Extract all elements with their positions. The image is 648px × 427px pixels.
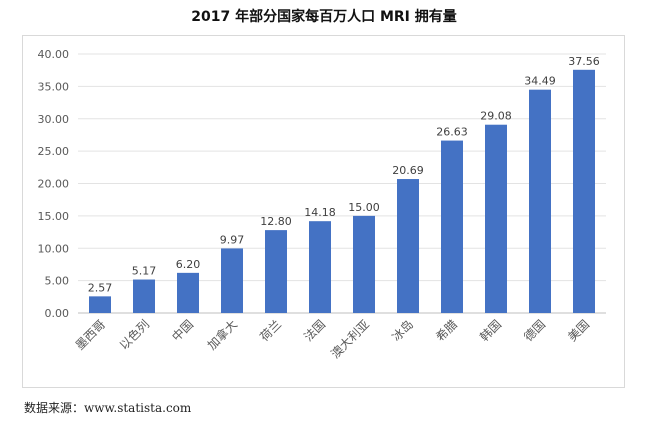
y-tick-label: 40.00 [38, 48, 70, 61]
bar [529, 89, 551, 313]
x-tick-label: 荷兰 [257, 317, 284, 344]
bar-value-label: 20.69 [392, 164, 424, 177]
gridlines [78, 53, 606, 314]
x-tick-label: 美国 [565, 317, 592, 344]
chart-frame [22, 35, 625, 388]
bar [265, 230, 287, 313]
bar [309, 221, 331, 313]
y-tick-label: 35.00 [38, 80, 70, 93]
bar [353, 215, 375, 313]
x-tick-label: 加拿大 [204, 317, 240, 353]
x-tick-label: 中国 [169, 317, 197, 345]
x-tick-label: 以色列 [117, 317, 152, 352]
bar [177, 272, 199, 313]
x-tick-label: 冰岛 [389, 317, 417, 345]
bar [485, 124, 507, 313]
bar [397, 179, 419, 313]
x-tick-label: 德国 [521, 317, 549, 345]
y-tick-label: 0.00 [45, 307, 70, 320]
y-tick-label: 25.00 [38, 145, 70, 158]
y-tick-label: 5.00 [45, 275, 70, 288]
x-tick-label: 墨西哥 [73, 317, 108, 352]
x-tick-label: 澳大利亚 [328, 317, 372, 361]
x-tick-label: 法国 [301, 317, 328, 344]
bar-value-label: 9.97 [220, 233, 245, 246]
x-axis-ticks: 墨西哥 以色列 中国 加拿大 荷兰 法国 澳大利亚 冰岛 希腊 韩国 德国 美国 [73, 317, 592, 362]
bar [89, 296, 111, 313]
y-tick-label: 15.00 [38, 210, 70, 223]
chart-title: 2017 年部分国家每百万人口 MRI 拥有量 [191, 9, 457, 25]
bar-value-label: 2.57 [88, 281, 113, 294]
bar [441, 140, 463, 313]
y-tick-label: 30.00 [38, 113, 70, 126]
source-note: 数据来源：www.statista.com [24, 401, 192, 415]
bar-value-label: 6.20 [176, 258, 201, 271]
bars [89, 69, 595, 313]
bar-value-label: 5.17 [132, 265, 157, 278]
x-tick-label: 韩国 [477, 317, 505, 345]
bar-value-label: 29.08 [480, 110, 512, 123]
bar [573, 69, 595, 313]
bar [221, 248, 243, 313]
bar-value-label: 37.56 [568, 55, 600, 68]
bar-value-label: 14.18 [304, 206, 336, 219]
x-tick-label: 希腊 [433, 317, 461, 345]
data-labels: 2.57 5.17 6.20 9.97 12.80 14.18 15.00 20.69 26.6… [88, 55, 600, 295]
y-tick-label: 10.00 [38, 242, 70, 255]
bar-value-label: 34.49 [524, 75, 556, 88]
y-tick-label: 20.00 [38, 178, 70, 191]
y-axis-ticks: 0.00 5.00 10.00 15.00 20.00 25.00 30.00 35.00 40… [38, 48, 70, 320]
bar-value-label: 26.63 [436, 126, 468, 139]
bar [133, 279, 155, 313]
bar-value-label: 12.80 [260, 215, 292, 228]
bar-value-label: 15.00 [348, 201, 380, 214]
